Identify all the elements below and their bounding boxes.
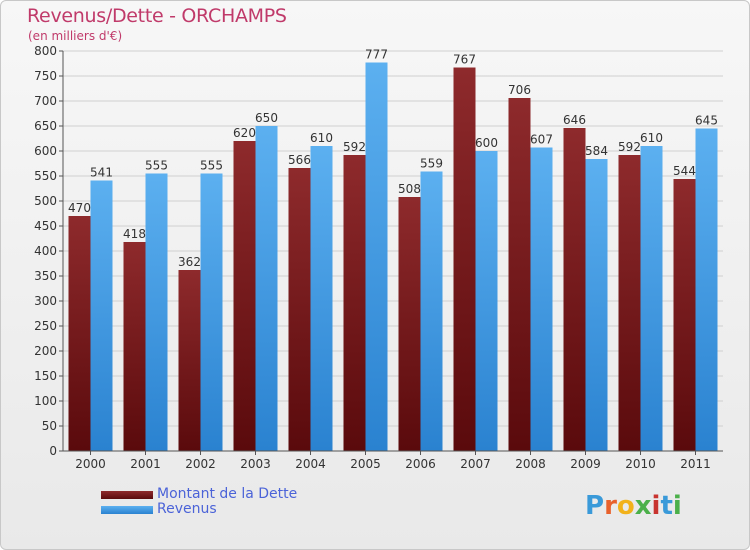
proxiti-logo: Proxiti [585, 491, 682, 521]
bar-revenus [640, 146, 663, 451]
legend-swatch-dette [101, 491, 153, 499]
x-tick-label: 2007 [460, 457, 491, 471]
chart-subtitle: (en milliers d'€) [28, 29, 123, 43]
data-label: 610 [310, 131, 333, 145]
y-tick-label: 100 [34, 394, 57, 408]
bar-revenus [255, 126, 278, 451]
bar-revenus [530, 147, 553, 451]
bars [68, 62, 718, 451]
x-tick-label: 2006 [405, 457, 436, 471]
y-tick-label: 450 [34, 219, 57, 233]
bar-dette [178, 270, 201, 451]
bar-dette [288, 168, 311, 451]
bar-revenus [145, 173, 168, 451]
bar-revenus [310, 146, 333, 451]
x-tick-label: 2004 [295, 457, 326, 471]
data-label: 541 [90, 166, 113, 180]
x-tick-label: 2010 [625, 457, 656, 471]
logo-letter: P [585, 491, 605, 521]
bar-revenus [420, 171, 443, 451]
logo-letter: x [634, 491, 652, 521]
y-tick-label: 300 [34, 294, 57, 308]
bar-dette [398, 197, 421, 451]
y-tick-label: 600 [34, 144, 57, 158]
y-tick-label: 700 [34, 94, 57, 108]
bar-revenus [475, 151, 498, 451]
y-tick-label: 400 [34, 244, 57, 258]
logo-letter: i [672, 491, 682, 521]
axes: 0 50 100 150 200 250 300 350 400 450 500 550 600 650 7… [34, 44, 723, 471]
data-label: 767 [453, 53, 476, 67]
data-label: 584 [585, 144, 608, 158]
data-label: 362 [178, 255, 201, 269]
y-tick-label: 800 [34, 44, 57, 58]
bar-revenus [585, 159, 608, 451]
y-tick-label: 650 [34, 119, 57, 133]
bar-dette [453, 67, 476, 451]
data-label: 600 [475, 136, 498, 150]
bar-dette [123, 242, 146, 451]
y-tick-label: 750 [34, 69, 57, 83]
data-label: 592 [618, 140, 641, 154]
data-label: 650 [255, 111, 278, 125]
legend-label-revenus: Revenus [157, 501, 217, 517]
legend-label-dette: Montant de la Dette [157, 486, 298, 502]
bar-revenus [90, 180, 113, 451]
y-tick-label: 50 [42, 419, 57, 433]
data-label: 610 [640, 131, 663, 145]
logo-letter: o [616, 491, 635, 521]
bar-dette [563, 128, 586, 451]
logo-letter: i [651, 491, 661, 521]
bar-revenus [695, 128, 718, 451]
data-label: 555 [145, 159, 168, 173]
bar-dette [673, 179, 696, 451]
data-label: 592 [343, 140, 366, 154]
bar-dette [508, 98, 531, 451]
data-label: 470 [68, 201, 91, 215]
y-tick-label: 350 [34, 269, 57, 283]
bar-dette [68, 216, 91, 451]
data-label: 607 [530, 133, 553, 147]
legend-swatch-revenus [101, 506, 153, 514]
y-tick-label: 200 [34, 344, 57, 358]
data-label: 645 [695, 114, 718, 128]
x-tick-label: 2011 [680, 457, 711, 471]
x-tick-label: 2005 [350, 457, 381, 471]
bar-revenus [365, 62, 388, 451]
x-tick-label: 2002 [185, 457, 216, 471]
data-label: 646 [563, 113, 586, 127]
x-tick-label: 2000 [75, 457, 106, 471]
y-tick-label: 250 [34, 319, 57, 333]
data-label: 508 [398, 182, 421, 196]
data-label: 620 [233, 126, 256, 140]
data-label: 544 [673, 164, 696, 178]
data-label: 559 [420, 157, 443, 171]
data-labels: 4705414185553625556206505666105927775085… [68, 48, 718, 270]
data-label: 418 [123, 227, 146, 241]
data-label: 777 [365, 48, 388, 62]
x-tick-label: 2003 [240, 457, 271, 471]
data-label: 566 [288, 153, 311, 167]
bar-dette [233, 141, 256, 451]
y-tick-label: 150 [34, 369, 57, 383]
y-tick-label: 550 [34, 169, 57, 183]
chart-title: Revenus/Dette - ORCHAMPS [27, 5, 287, 27]
x-tick-label: 2001 [130, 457, 161, 471]
bar-revenus [200, 173, 223, 451]
bar-dette [618, 155, 641, 451]
bar-dette [343, 155, 366, 451]
x-tick-label: 2009 [570, 457, 601, 471]
logo-letter: r [604, 491, 617, 521]
logo-letter: t [660, 491, 673, 521]
data-label: 706 [508, 83, 531, 97]
y-tick-label: 500 [34, 194, 57, 208]
y-tick-label: 0 [49, 444, 57, 458]
grid [63, 50, 723, 452]
data-label: 555 [200, 159, 223, 173]
x-tick-label: 2008 [515, 457, 546, 471]
